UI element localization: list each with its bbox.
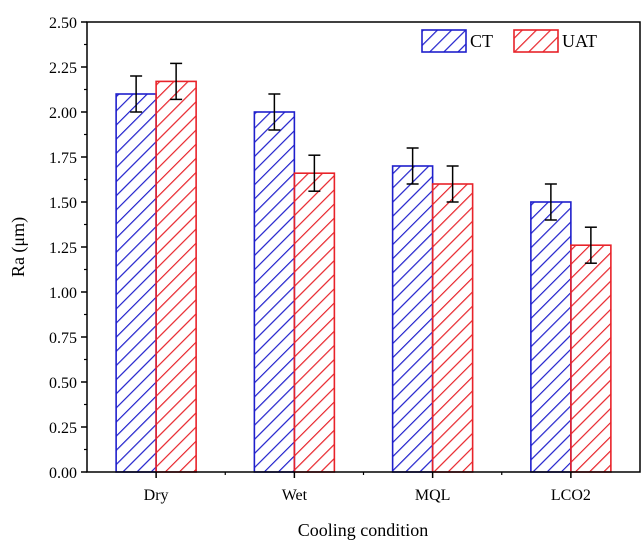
error-bar-uat-dry	[170, 62, 183, 101]
y-tick-label: 2.50	[49, 15, 77, 32]
bar-uat-dry	[155, 80, 197, 473]
bar-ct-dry	[115, 93, 157, 473]
bar-uat-wet	[293, 172, 336, 473]
y-tick-label: 1.25	[49, 240, 77, 257]
y-axis-title: Ra (μm)	[8, 217, 29, 277]
x-tick-label: Dry	[144, 487, 169, 504]
error-bar-ct-mql	[406, 147, 419, 185]
y-axis: 0.00 0.25 0.50 0.75 1.00 1.25 1.50 1.75 2.00 2.25…	[49, 15, 87, 482]
x-tick-label: Wet	[282, 487, 308, 504]
y-tick-label: 1.00	[49, 285, 77, 302]
y-tick-label: 1.50	[49, 195, 77, 212]
x-tick-label: MQL	[415, 487, 451, 504]
error-bars-layer	[130, 62, 597, 264]
error-bar-uat-mql	[446, 165, 459, 203]
error-bar-ct-dry	[130, 75, 143, 113]
legend-label: CT	[470, 31, 493, 51]
legend-swatch	[513, 29, 559, 53]
x-axis-title: Cooling condition	[298, 520, 429, 540]
y-tick-label: 1.75	[49, 150, 77, 167]
error-bar-ct-lco2	[544, 183, 557, 221]
x-tick-label: LCO2	[551, 487, 591, 504]
legend-swatch	[421, 29, 467, 53]
y-tick-label: 0.00	[49, 465, 77, 482]
legend-label: UAT	[562, 31, 597, 51]
error-bar-uat-wet	[308, 154, 321, 192]
bar-ct-mql	[391, 165, 434, 473]
x-axis: Dry Wet MQL LCO2	[144, 472, 591, 504]
error-bar-uat-lco2	[584, 226, 597, 264]
y-tick-label: 2.25	[49, 60, 77, 77]
y-tick-label: 0.25	[49, 420, 77, 437]
y-tick-label: 0.75	[49, 330, 77, 347]
error-bar-ct-wet	[268, 93, 281, 131]
legend: CT UAT	[421, 29, 597, 53]
y-tick-label: 2.00	[49, 105, 77, 122]
bars-layer	[115, 80, 612, 473]
legend-item-ct: CT	[421, 29, 493, 53]
bar-uat-mql	[431, 183, 474, 473]
bar-uat-lco2	[570, 244, 612, 473]
bar-ct-wet	[253, 111, 296, 473]
y-tick-label: 0.50	[49, 375, 77, 392]
bar-ct-lco2	[530, 201, 572, 473]
legend-item-uat: UAT	[513, 29, 597, 53]
